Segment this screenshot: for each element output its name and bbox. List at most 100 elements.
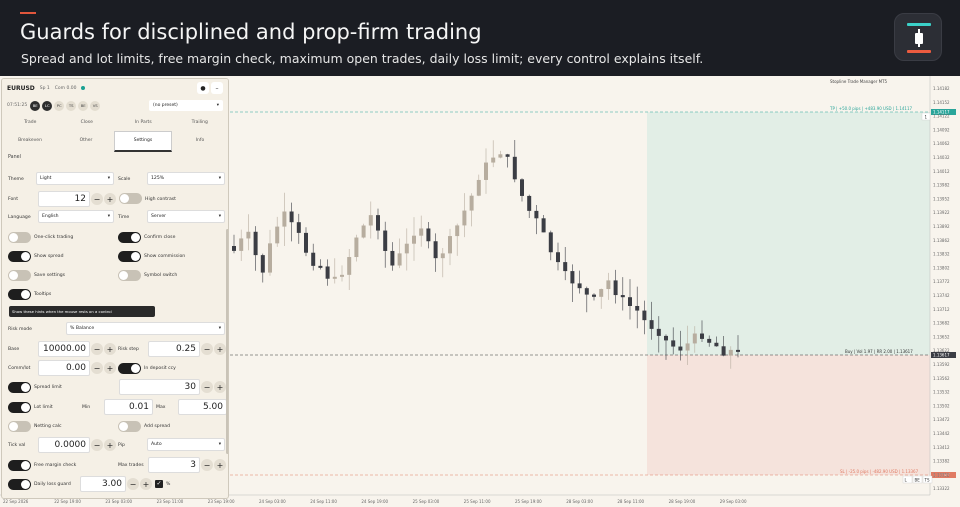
tag-ts[interactable]: TS (66, 100, 77, 111)
panel-header: EURUSD Sp 1 Com 0.00 ● – (2, 79, 228, 97)
price-tick-label: 1.13352 (933, 472, 950, 477)
candle-body (512, 156, 517, 180)
collapse-button[interactable]: – (211, 82, 223, 94)
candle-body (296, 222, 301, 233)
risk-mode-select[interactable]: % Balance ▾ (66, 322, 225, 335)
time-tick-label: 24 Sep 19:00 (361, 499, 388, 504)
comm-lot-minus-button[interactable]: − (91, 362, 103, 374)
tab-settings[interactable]: Settings (114, 130, 172, 152)
lot-max-input[interactable]: 5.00 (178, 399, 227, 415)
tooltips-toggle[interactable] (8, 289, 31, 300)
tag-pc[interactable]: PC (54, 100, 65, 111)
time-tick-label: 28 Sep 19:00 (669, 499, 696, 504)
in-deposit-ccy-toggle[interactable] (118, 363, 141, 374)
trade-manager-panel[interactable]: EURUSD Sp 1 Com 0.00 ● – 07:51:25 BE LC … (1, 78, 229, 499)
add-spread-toggle[interactable] (118, 421, 141, 432)
candlestick-logo-icon (894, 13, 942, 61)
candle-body (397, 253, 402, 266)
one-click-toggle[interactable] (8, 232, 31, 243)
candle-body (448, 236, 452, 254)
pip-select[interactable]: Auto ▾ (147, 438, 225, 451)
daily-loss-percent-checkbox[interactable]: ✓ (155, 480, 163, 488)
max-trades-input[interactable]: 3 (148, 457, 200, 473)
max-label: Max (156, 405, 166, 410)
tab-trailing[interactable]: Trailing (191, 120, 208, 125)
candle-body (728, 349, 733, 356)
corner-button-ts[interactable]: TS (922, 475, 933, 484)
font-plus-button[interactable]: + (104, 193, 116, 205)
tick-val-plus-button[interactable]: + (104, 439, 116, 451)
panel-scrollbar[interactable] (226, 229, 228, 454)
candle-body (433, 241, 438, 259)
tab-in-parts[interactable]: In Parts (134, 120, 152, 125)
font-minus-button[interactable]: − (91, 193, 103, 205)
risk-step-plus-button[interactable]: + (214, 343, 226, 355)
tick-val-minus-button[interactable]: − (91, 439, 103, 451)
tp-marker[interactable] (921, 112, 931, 121)
language-select[interactable]: English ▾ (38, 210, 114, 223)
tp-price-tag (931, 109, 956, 115)
max-trades-plus-button[interactable]: + (214, 459, 226, 471)
lot-min-input[interactable]: 0.01 (104, 399, 153, 415)
chevron-down-icon: ▾ (218, 176, 221, 181)
chevron-down-icon: ▾ (107, 176, 110, 181)
high-contrast-toggle[interactable] (119, 193, 142, 204)
daily-loss-input[interactable]: 3.00 (80, 476, 126, 492)
price-tick-label: 1.13952 (933, 196, 950, 201)
comm-lot-input[interactable]: 0.00 (38, 360, 90, 376)
spread-limit-minus-button[interactable]: − (201, 381, 213, 393)
watermark: Stopline Trade Manager MT5 (830, 79, 888, 84)
save-settings-toggle[interactable] (8, 270, 31, 281)
tag-lc[interactable]: LC (42, 100, 53, 111)
risk-step-minus-button[interactable]: − (201, 343, 213, 355)
symbol-switch-toggle[interactable] (118, 270, 141, 281)
time-tick-label: 29 Sep 03:00 (720, 499, 747, 504)
spread-limit-input[interactable]: 30 (119, 379, 200, 395)
candle-body (476, 179, 481, 196)
tab-trade[interactable]: Trade (24, 120, 37, 125)
price-tick-label: 1.13502 (933, 403, 950, 408)
tab-other[interactable]: Other (79, 138, 93, 143)
price-tick-label: 1.13382 (933, 459, 950, 464)
base-plus-button[interactable]: + (104, 343, 116, 355)
theme-select[interactable]: Light ▾ (36, 172, 114, 185)
language-label: Language (8, 215, 31, 220)
free-margin-toggle[interactable] (8, 460, 31, 471)
time-select[interactable]: Server ▾ (147, 210, 225, 223)
price-tick-label: 1.13532 (933, 390, 950, 395)
server-time: 07:51:25 (7, 103, 28, 108)
netting-calc-label: Netting calc (34, 424, 62, 429)
spread-limit-plus-button[interactable]: + (214, 381, 226, 393)
minimize-button[interactable]: ● (197, 82, 209, 94)
max-trades-minus-button[interactable]: − (201, 459, 213, 471)
daily-loss-plus-button[interactable]: + (140, 478, 152, 490)
spread-limit-toggle[interactable] (8, 382, 31, 393)
price-tick-label: 1.13652 (933, 334, 950, 339)
corner-button-be[interactable]: BE (912, 475, 923, 484)
comm-lot-plus-button[interactable]: + (104, 362, 116, 374)
candle-body (541, 218, 546, 233)
tag-be-2[interactable]: BE (78, 100, 89, 111)
daily-loss-toggle[interactable] (8, 479, 31, 490)
show-spread-toggle[interactable] (8, 251, 31, 262)
scale-select[interactable]: 125% ▾ (147, 172, 225, 185)
lot-limit-toggle[interactable] (8, 402, 31, 413)
show-commission-toggle[interactable] (118, 251, 141, 262)
tab-breakeven[interactable]: Breakeven (18, 138, 42, 143)
netting-calc-toggle[interactable] (8, 421, 31, 432)
tag-be[interactable]: BE (30, 100, 41, 111)
base-minus-button[interactable]: − (91, 343, 103, 355)
tick-val-input[interactable]: 0.0000 (38, 437, 90, 453)
base-input[interactable]: 10000.00 (38, 341, 90, 357)
risk-step-input[interactable]: 0.25 (148, 341, 200, 357)
chart-canvas[interactable]: TP | +50.0 pips | +483.90 USD | 1.14117 … (0, 76, 960, 507)
chevron-down-icon: ▾ (218, 214, 221, 219)
daily-loss-minus-button[interactable]: − (127, 478, 139, 490)
tab-info[interactable]: Info (195, 138, 205, 143)
tab-close[interactable]: Close (80, 120, 93, 125)
preset-select[interactable]: (no preset) ▾ (149, 100, 223, 111)
tag-vs[interactable]: VS (90, 100, 101, 111)
confirm-close-toggle[interactable] (118, 232, 141, 243)
corner-button-l[interactable]: L (902, 475, 913, 484)
font-input[interactable]: 12 (38, 191, 90, 207)
